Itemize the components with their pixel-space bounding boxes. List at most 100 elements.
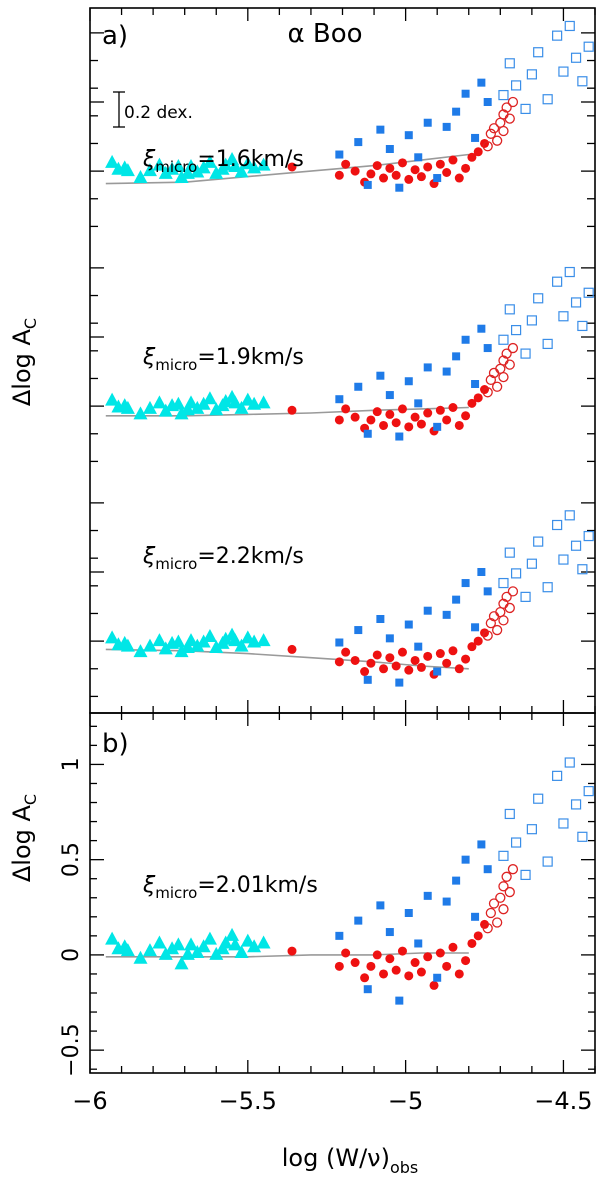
filled-circle-point	[442, 658, 452, 668]
filled-circle-point	[372, 650, 382, 660]
filled-square-point	[363, 985, 372, 994]
triangle-point	[152, 935, 167, 949]
triangle-point	[142, 943, 157, 957]
open-square-point	[542, 94, 553, 105]
triangle-point	[152, 157, 167, 171]
annotation-xi-2-01: ξmicro=2.01km/s	[142, 873, 318, 902]
open-square-point	[583, 785, 594, 797]
filled-circle-point	[410, 958, 420, 968]
annotation-xi-1-6: ξmicro=1.6km/s	[142, 147, 304, 176]
filled-square-point	[452, 876, 461, 885]
filled-circle-point	[410, 655, 420, 665]
filled-circle-point	[350, 412, 360, 422]
open-circle-point	[488, 898, 500, 909]
triangle-point	[184, 937, 198, 951]
filled-circle-point	[423, 651, 433, 661]
triangle-point	[152, 633, 167, 647]
triangle-point	[174, 406, 189, 420]
filled-circle-point	[448, 155, 458, 165]
filled-circle-point	[341, 404, 351, 414]
filled-square-point	[442, 122, 451, 131]
triangle-point	[133, 170, 148, 184]
filled-square-point	[433, 667, 442, 676]
filled-square-point	[423, 363, 432, 372]
fit-line	[105, 952, 469, 958]
filled-circle-point	[461, 163, 471, 173]
open-circle-point	[488, 123, 500, 134]
triangle-point	[202, 154, 217, 168]
filled-circle-point	[379, 664, 389, 674]
filled-square-point	[385, 634, 394, 643]
triangle-point	[247, 939, 262, 953]
triangle-point	[234, 400, 249, 414]
filled-square-point	[335, 638, 344, 647]
filled-circle-point	[435, 948, 445, 958]
x-tick-label: −5.5	[219, 1087, 277, 1115]
y-axis-label-a: Δlog AC	[8, 318, 40, 406]
open-square-point	[558, 66, 569, 77]
filled-circle-point	[379, 969, 389, 979]
open-circle-point	[504, 359, 515, 370]
filled-square-point	[471, 912, 480, 921]
triangle-point	[209, 165, 224, 179]
triangle-point	[256, 395, 271, 409]
filled-square-point	[477, 840, 486, 849]
open-square-point	[504, 58, 515, 69]
filled-square-point	[363, 429, 372, 438]
open-square-point	[564, 266, 575, 278]
triangle-point	[142, 163, 157, 177]
open-circle-point	[501, 591, 512, 603]
filled-circle-point	[404, 422, 414, 432]
filled-circle-point	[435, 649, 445, 659]
triangle-point	[120, 163, 135, 177]
filled-circle-point	[423, 952, 433, 962]
open-circle-point	[507, 96, 519, 108]
triangle-point	[120, 400, 135, 414]
open-square-point	[583, 41, 594, 52]
open-square-point	[526, 824, 537, 835]
filled-circle-point	[442, 415, 452, 425]
triangle-point	[184, 158, 198, 172]
filled-circle-point	[397, 647, 407, 657]
y-tick-label: 0	[59, 948, 84, 962]
filled-circle-point	[350, 958, 360, 968]
annotation-xi-1-9: ξmicro=1.9km/s	[142, 345, 304, 374]
filled-circle-point	[334, 657, 344, 667]
open-square-point	[504, 304, 515, 315]
open-circle-point	[501, 871, 512, 882]
chart-title: α Boo	[287, 19, 362, 49]
triangle-point	[152, 395, 167, 409]
filled-circle-point	[287, 644, 297, 654]
open-square-point	[498, 89, 509, 101]
triangle-point	[234, 945, 249, 958]
filled-circle-point	[334, 415, 344, 425]
filled-square-point	[433, 422, 442, 431]
filled-circle-point	[416, 419, 426, 429]
filled-circle-point	[397, 404, 407, 414]
open-square-point	[583, 530, 594, 542]
filled-circle-point	[454, 664, 464, 674]
filled-circle-point	[391, 170, 401, 180]
x-tick-label: −4.5	[534, 1087, 592, 1115]
filled-square-point	[471, 380, 480, 388]
open-square-point	[558, 818, 569, 829]
open-square-point	[558, 311, 569, 322]
triangle-point	[202, 391, 217, 405]
filled-square-point	[461, 855, 470, 864]
filled-circle-point	[461, 411, 471, 421]
open-square-point	[510, 837, 522, 848]
filled-circle-point	[366, 961, 376, 971]
filled-circle-point	[397, 158, 407, 168]
triangle-point	[133, 406, 148, 420]
filled-square-point	[354, 626, 363, 635]
filled-square-point	[477, 324, 486, 333]
open-square-point	[570, 297, 582, 308]
filled-square-point	[404, 909, 413, 917]
filled-square-point	[433, 973, 442, 982]
open-square-point	[570, 540, 582, 551]
filled-square-point	[483, 587, 492, 596]
filled-square-point	[471, 623, 480, 632]
filled-circle-point	[423, 408, 433, 418]
open-circle-point	[485, 374, 496, 386]
triangle-point	[190, 638, 205, 652]
